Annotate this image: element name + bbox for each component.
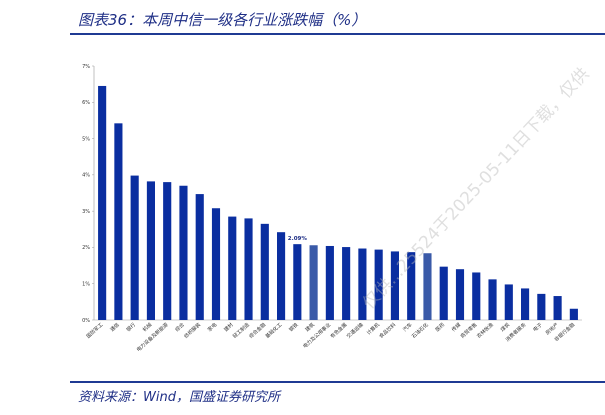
bar (293, 244, 302, 320)
data-label: 2.09% (288, 236, 308, 242)
x-tick-label: 电子 (532, 321, 544, 333)
bar (504, 284, 513, 320)
bar (195, 194, 204, 320)
y-tick-label: 4% (82, 173, 90, 179)
x-tick-label: 石油石化 (410, 321, 430, 340)
x-tick-label: 通信 (109, 321, 121, 333)
bar (374, 249, 383, 320)
bar (179, 185, 188, 320)
bar (407, 252, 416, 320)
x-tick-label: 轻工制造 (231, 321, 251, 340)
y-tick-label: 1% (82, 282, 90, 288)
figure-title: 图表36：本周中信一级各行业涨跌幅（%） (78, 11, 367, 29)
bar (260, 223, 269, 320)
bar (114, 123, 123, 321)
bar (309, 245, 318, 320)
x-tick-label: 医药 (434, 321, 446, 333)
x-tick-label: 食品饮料 (378, 321, 398, 340)
y-tick-label: 6% (82, 100, 90, 106)
x-tick-label: 汽车 (401, 321, 413, 333)
bar (146, 181, 155, 320)
bar (423, 253, 432, 320)
x-tick-label: 煤炭 (499, 321, 511, 333)
top-rule (70, 33, 605, 35)
x-tick-label: 有色金属 (329, 321, 349, 340)
x-tick-label: 传媒 (450, 321, 462, 333)
bar (358, 248, 367, 320)
bar (211, 208, 221, 320)
x-tick-label: 机械 (141, 321, 153, 333)
y-tick-label: 3% (82, 209, 90, 215)
bar (455, 269, 465, 320)
x-tick-label: 商贸零售 (459, 321, 479, 340)
x-tick-label: 钢铁 (288, 321, 300, 333)
bar (521, 288, 530, 320)
bar (130, 175, 139, 320)
y-tick-label: 2% (82, 245, 90, 251)
x-tick-label: 建材 (222, 321, 234, 333)
bottom-rule (70, 381, 605, 383)
x-tick-label: 综合金融 (248, 321, 268, 340)
x-tick-label: 基础化工 (264, 321, 284, 340)
x-tick-label: 电力及公用事业 (301, 321, 332, 350)
x-tick-label: 银行 (125, 321, 137, 333)
bar (163, 182, 172, 320)
bar (553, 296, 562, 320)
x-tick-label: 交通运输 (345, 321, 365, 340)
bar (277, 232, 286, 320)
bar (325, 245, 334, 320)
bar (488, 279, 497, 320)
bar (537, 293, 546, 320)
bar (342, 247, 351, 320)
bar (390, 251, 399, 320)
bar (472, 272, 481, 320)
y-tick-label: 7% (82, 64, 90, 70)
x-tick-label: 建筑 (304, 321, 316, 333)
x-tick-label: 纺织服装 (183, 321, 203, 340)
bar (439, 266, 448, 320)
source-note: 资料来源：Wind，国盛证券研究所 (78, 390, 280, 405)
bar (569, 308, 578, 320)
x-tick-label: 农林牧渔 (475, 321, 495, 340)
y-tick-label: 0% (82, 318, 90, 324)
bar (98, 85, 107, 320)
y-tick-label: 5% (82, 136, 90, 142)
bar (244, 218, 253, 320)
bar (228, 216, 237, 320)
x-tick-label: 国防军工 (85, 321, 105, 340)
x-tick-label: 家电 (206, 321, 218, 333)
x-tick-label: 综合 (174, 321, 186, 333)
